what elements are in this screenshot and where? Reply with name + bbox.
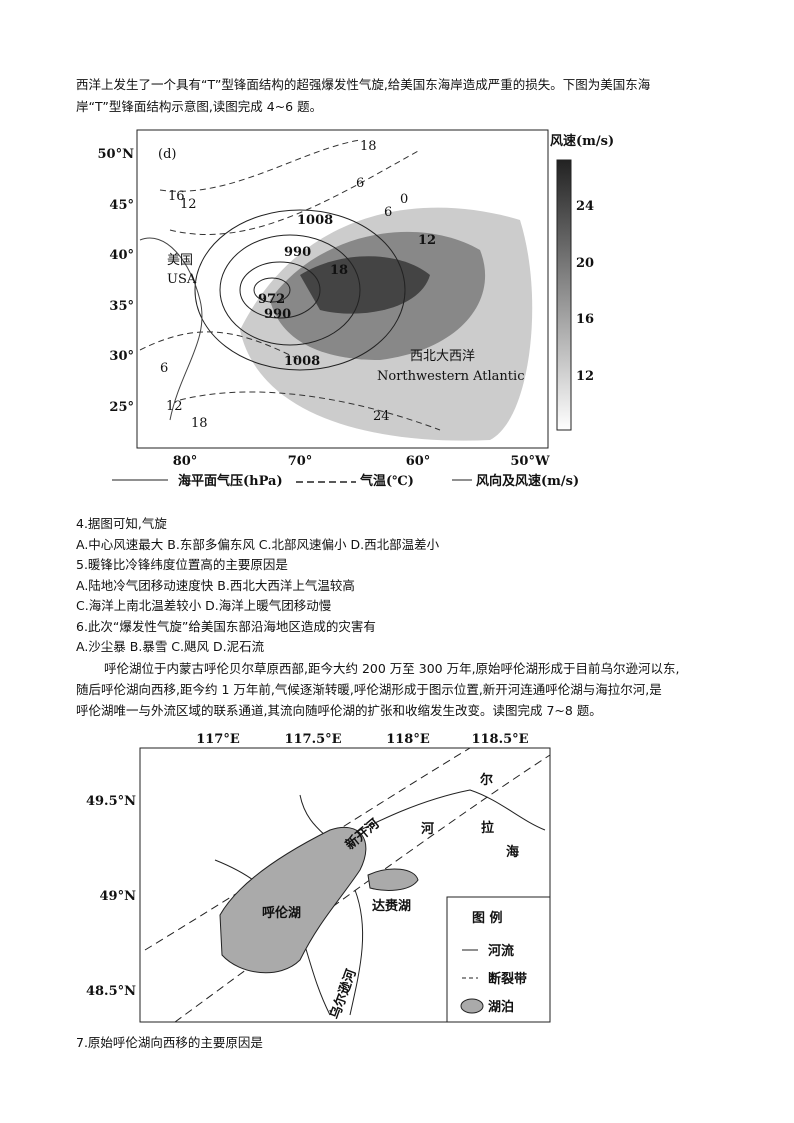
- question-line: A.沙尘暴 B.暴雪 C.飓风 D.泥石流: [76, 639, 265, 654]
- lat-label: 45°: [109, 198, 134, 213]
- legend-label: 气温(℃): [360, 473, 414, 489]
- map-label: 6: [160, 361, 168, 376]
- map-label: 西北大西洋: [410, 349, 475, 364]
- map-label: 18: [330, 263, 348, 278]
- wind-shade: [300, 256, 430, 314]
- question-line: 6.此次“爆发性气旋”给美国东部沿海地区造成的灾害有: [76, 619, 376, 634]
- lon-label: 80°: [173, 454, 198, 469]
- map-label: 18: [360, 139, 377, 154]
- question-line: 4.据图可知,气旋: [76, 516, 167, 531]
- intro-line: 岸“T”型锋面结构示意图,读图完成 4~6 题。: [76, 99, 323, 114]
- legend-label: 湖泊: [488, 999, 514, 1015]
- lat-label: 49.5°N: [86, 794, 136, 809]
- colorbar-label: 24: [576, 199, 594, 214]
- map-label: 6: [356, 176, 364, 191]
- lat-label: 25°: [109, 400, 134, 415]
- lat-label: 35°: [109, 299, 134, 314]
- map-label: 990: [284, 245, 311, 260]
- lon-label: 60°: [406, 454, 431, 469]
- map-label: (d): [158, 147, 176, 162]
- map-label: 18: [191, 416, 208, 431]
- map-label: 达赉湖: [372, 898, 411, 914]
- colorbar-label: 16: [576, 312, 594, 327]
- lat-label: 40°: [109, 248, 134, 263]
- lake: [367, 868, 419, 891]
- lake-map: 117°E 117.5°E 118°E 118.5°E 49.5°N 49°N …: [86, 732, 551, 1023]
- lon-label: 118.5°E: [471, 732, 528, 747]
- question-line: A.陆地冷气团移动速度快 B.西北大西洋上气温较高: [76, 578, 355, 593]
- lat-label: 30°: [109, 349, 134, 364]
- map-label: 0: [400, 192, 408, 207]
- legend-label: 河流: [488, 943, 514, 959]
- legend-title: 图 例: [472, 910, 503, 926]
- map-label: 海: [506, 844, 519, 860]
- map-label: USA: [167, 272, 197, 287]
- map-label: 12: [166, 399, 183, 414]
- map-label: 1008: [284, 354, 320, 369]
- colorbar-label: 12: [576, 369, 594, 384]
- weather-map: 风速(m/s) 24 20 16 12 50°N 45° 40° 35° 30°…: [98, 129, 614, 489]
- lake: [219, 826, 367, 974]
- lat-label: 49°N: [100, 889, 137, 904]
- map-label: 990: [264, 307, 291, 322]
- map-label: Northwestern Atlantic: [377, 369, 524, 384]
- lon-label: 118°E: [386, 732, 430, 747]
- map-label: 24: [373, 409, 390, 424]
- question-line: C.海洋上南北温差较小 D.海洋上暖气团移动慢: [76, 598, 332, 613]
- lon-label: 50°W: [510, 454, 550, 469]
- lat-label: 50°N: [98, 147, 135, 162]
- lon-label: 70°: [288, 454, 313, 469]
- map-label: 尔: [480, 772, 493, 788]
- coastline: [139, 237, 203, 421]
- map-label: 拉: [481, 820, 494, 836]
- map-label: 美国: [167, 253, 193, 268]
- map-label: 1008: [297, 213, 333, 228]
- question-line: 7.原始呼伦湖向西移的主要原因是: [76, 1035, 263, 1050]
- question-line: 5.暖锋比冷锋纬度位置高的主要原因是: [76, 557, 288, 572]
- colorbar-title: 风速(m/s): [550, 133, 614, 149]
- passage-line: 呼伦湖位于内蒙古呼伦贝尔草原西部,距今大约 200 万至 300 万年,原始呼伦…: [104, 661, 680, 676]
- intro-line: 西洋上发生了一个具有“T”型锋面结构的超强爆发性气旋,给美国东海岸造成严重的损失…: [76, 77, 651, 92]
- map-label: 6: [384, 205, 392, 220]
- lon-label: 117°E: [196, 732, 240, 747]
- legend-label: 海平面气压(hPa): [178, 473, 283, 489]
- colorbar: [556, 159, 572, 431]
- lat-label: 48.5°N: [86, 984, 136, 999]
- map-label: 12: [180, 197, 197, 212]
- map-label: 呼伦湖: [262, 905, 301, 921]
- map-label: 河: [421, 821, 434, 837]
- legend-label: 断裂带: [488, 971, 527, 987]
- colorbar-label: 20: [576, 256, 594, 271]
- passage-line: 随后呼伦湖向西移,距今约 1 万年前,气候逐渐转暖,呼伦湖形成于图示位置,新开河…: [76, 682, 662, 697]
- map-label: 16: [168, 189, 185, 204]
- map-label: 972: [258, 292, 285, 307]
- passage-line: 呼伦湖唯一与外流区域的联系通道,其流向随呼伦湖的扩张和收缩发生改变。读图完成 7…: [76, 703, 602, 718]
- question-line: A.中心风速最大 B.东部多偏东风 C.北部风速偏小 D.西北部温差小: [76, 537, 440, 552]
- legend-label: 风向及风速(m/s): [476, 473, 579, 489]
- map-label: 12: [418, 233, 436, 248]
- lon-label: 117.5°E: [284, 732, 341, 747]
